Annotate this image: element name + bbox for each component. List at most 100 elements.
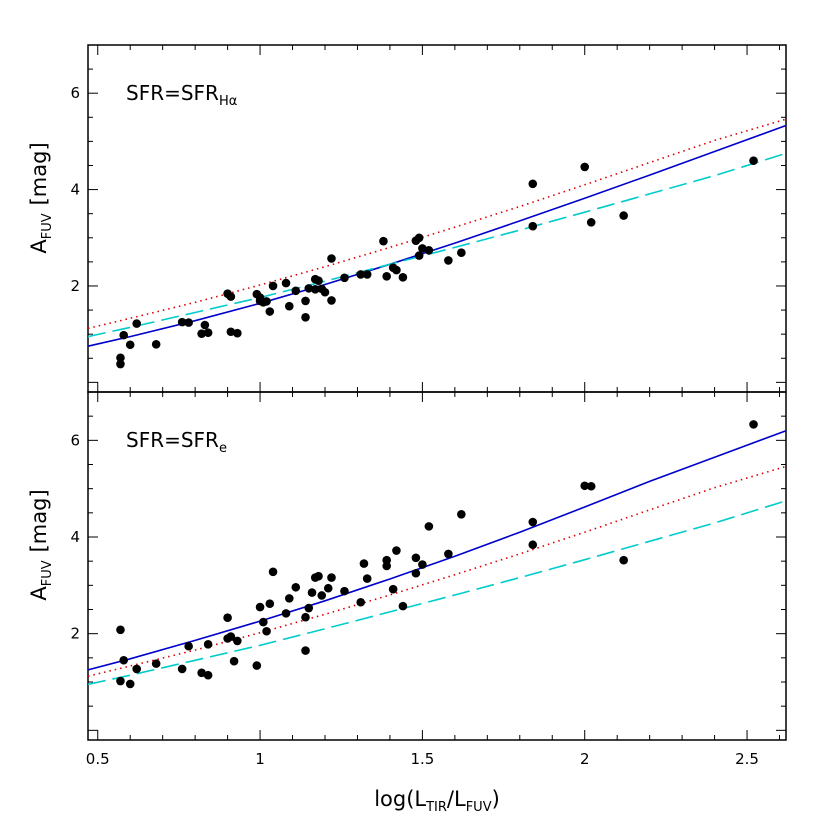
data-point bbox=[291, 286, 301, 296]
data-point bbox=[444, 549, 453, 559]
data-point bbox=[398, 601, 408, 611]
series-line-dashed bbox=[87, 152, 787, 338]
data-point bbox=[301, 312, 310, 322]
data-point bbox=[586, 218, 596, 227]
data-point bbox=[116, 676, 125, 686]
data-point bbox=[414, 251, 424, 260]
data-point bbox=[320, 287, 330, 297]
panel-sfr-e: SFR=SFRe AFUV[mag] 2 4 6 0.5 1 1.5 2 2.5 bbox=[27, 391, 787, 768]
data-point bbox=[223, 613, 232, 623]
data-point bbox=[233, 328, 242, 338]
data-point bbox=[233, 636, 242, 646]
data-point bbox=[184, 318, 193, 327]
data-point bbox=[362, 574, 372, 583]
data-point bbox=[151, 339, 161, 349]
y-tick-label: 6 bbox=[70, 84, 80, 102]
data-point bbox=[226, 327, 236, 337]
x-axis-label: log(LTIR/LFUV) bbox=[374, 787, 500, 815]
data-point bbox=[340, 586, 349, 596]
data-point bbox=[379, 236, 388, 246]
data-point bbox=[749, 156, 758, 165]
data-point bbox=[255, 602, 265, 612]
data-point bbox=[528, 540, 538, 550]
data-point bbox=[291, 582, 301, 592]
x-tick-label: 1 bbox=[255, 750, 265, 768]
data-point bbox=[444, 256, 453, 265]
data-point bbox=[229, 656, 239, 666]
panel-sfr-halpha: SFR=SFRHα AFUV[mag] 2 4 6 bbox=[27, 44, 787, 393]
data-point bbox=[619, 211, 628, 220]
panel-label: SFR=SFRe bbox=[126, 428, 227, 456]
data-point bbox=[177, 317, 187, 327]
data-point bbox=[132, 664, 141, 674]
series-line-dotted bbox=[87, 465, 787, 677]
data-point bbox=[586, 481, 596, 491]
y-axis-label: AFUV[mag] bbox=[27, 489, 55, 600]
data-point bbox=[619, 555, 628, 565]
data-point bbox=[424, 522, 434, 531]
x-tick-label: 1.5 bbox=[410, 750, 434, 768]
data-point bbox=[411, 568, 421, 578]
data-point bbox=[382, 272, 391, 281]
data-point bbox=[125, 340, 135, 350]
x-tick-label: 2 bbox=[580, 750, 590, 768]
data-point bbox=[356, 597, 366, 607]
data-point bbox=[580, 162, 590, 172]
series-line-dashed bbox=[87, 500, 787, 686]
series-line-solid bbox=[87, 429, 787, 671]
data-point bbox=[116, 625, 125, 635]
data-point bbox=[203, 640, 213, 649]
data-point bbox=[340, 273, 349, 283]
data-point bbox=[197, 668, 206, 678]
data-point bbox=[116, 359, 125, 369]
data-point bbox=[356, 270, 366, 279]
data-point bbox=[268, 567, 278, 577]
data-point bbox=[262, 297, 271, 306]
data-point bbox=[310, 285, 320, 294]
data-point bbox=[203, 670, 213, 680]
data-point bbox=[226, 632, 236, 641]
y-tick-label: 2 bbox=[70, 277, 80, 295]
data-point bbox=[304, 603, 314, 613]
data-point bbox=[457, 248, 466, 258]
data-point bbox=[265, 599, 275, 608]
y-tick-label: 2 bbox=[70, 625, 80, 643]
data-point bbox=[314, 571, 323, 581]
data-point bbox=[414, 233, 424, 243]
data-point bbox=[281, 278, 291, 288]
data-point bbox=[528, 221, 538, 231]
data-point bbox=[301, 646, 310, 655]
data-point bbox=[252, 661, 262, 670]
data-point bbox=[200, 320, 210, 330]
data-point bbox=[362, 270, 372, 279]
data-point bbox=[125, 679, 135, 689]
data-point bbox=[307, 588, 317, 597]
data-point bbox=[151, 659, 161, 668]
data-point bbox=[284, 594, 294, 603]
data-point bbox=[418, 244, 427, 253]
x-tick-label: 2.5 bbox=[735, 750, 759, 768]
data-point bbox=[327, 573, 336, 582]
x-tick-label: 0.5 bbox=[86, 750, 110, 768]
data-point bbox=[457, 509, 466, 519]
data-point bbox=[359, 559, 369, 568]
data-point bbox=[317, 591, 327, 600]
data-point bbox=[197, 329, 206, 338]
y-tick-label: 4 bbox=[70, 181, 80, 199]
data-point bbox=[424, 246, 434, 255]
data-point bbox=[265, 307, 275, 316]
data-point bbox=[177, 664, 187, 674]
data-point bbox=[327, 296, 336, 305]
data-point bbox=[580, 481, 590, 491]
data-point bbox=[327, 254, 336, 263]
data-point bbox=[392, 265, 401, 275]
panel-label: SFR=SFRHα bbox=[126, 81, 237, 109]
data-point bbox=[226, 292, 236, 301]
data-point bbox=[262, 626, 271, 636]
data-point bbox=[119, 330, 129, 340]
data-point bbox=[528, 517, 538, 527]
data-point bbox=[203, 328, 213, 338]
data-point bbox=[304, 284, 314, 293]
data-point bbox=[184, 641, 193, 651]
